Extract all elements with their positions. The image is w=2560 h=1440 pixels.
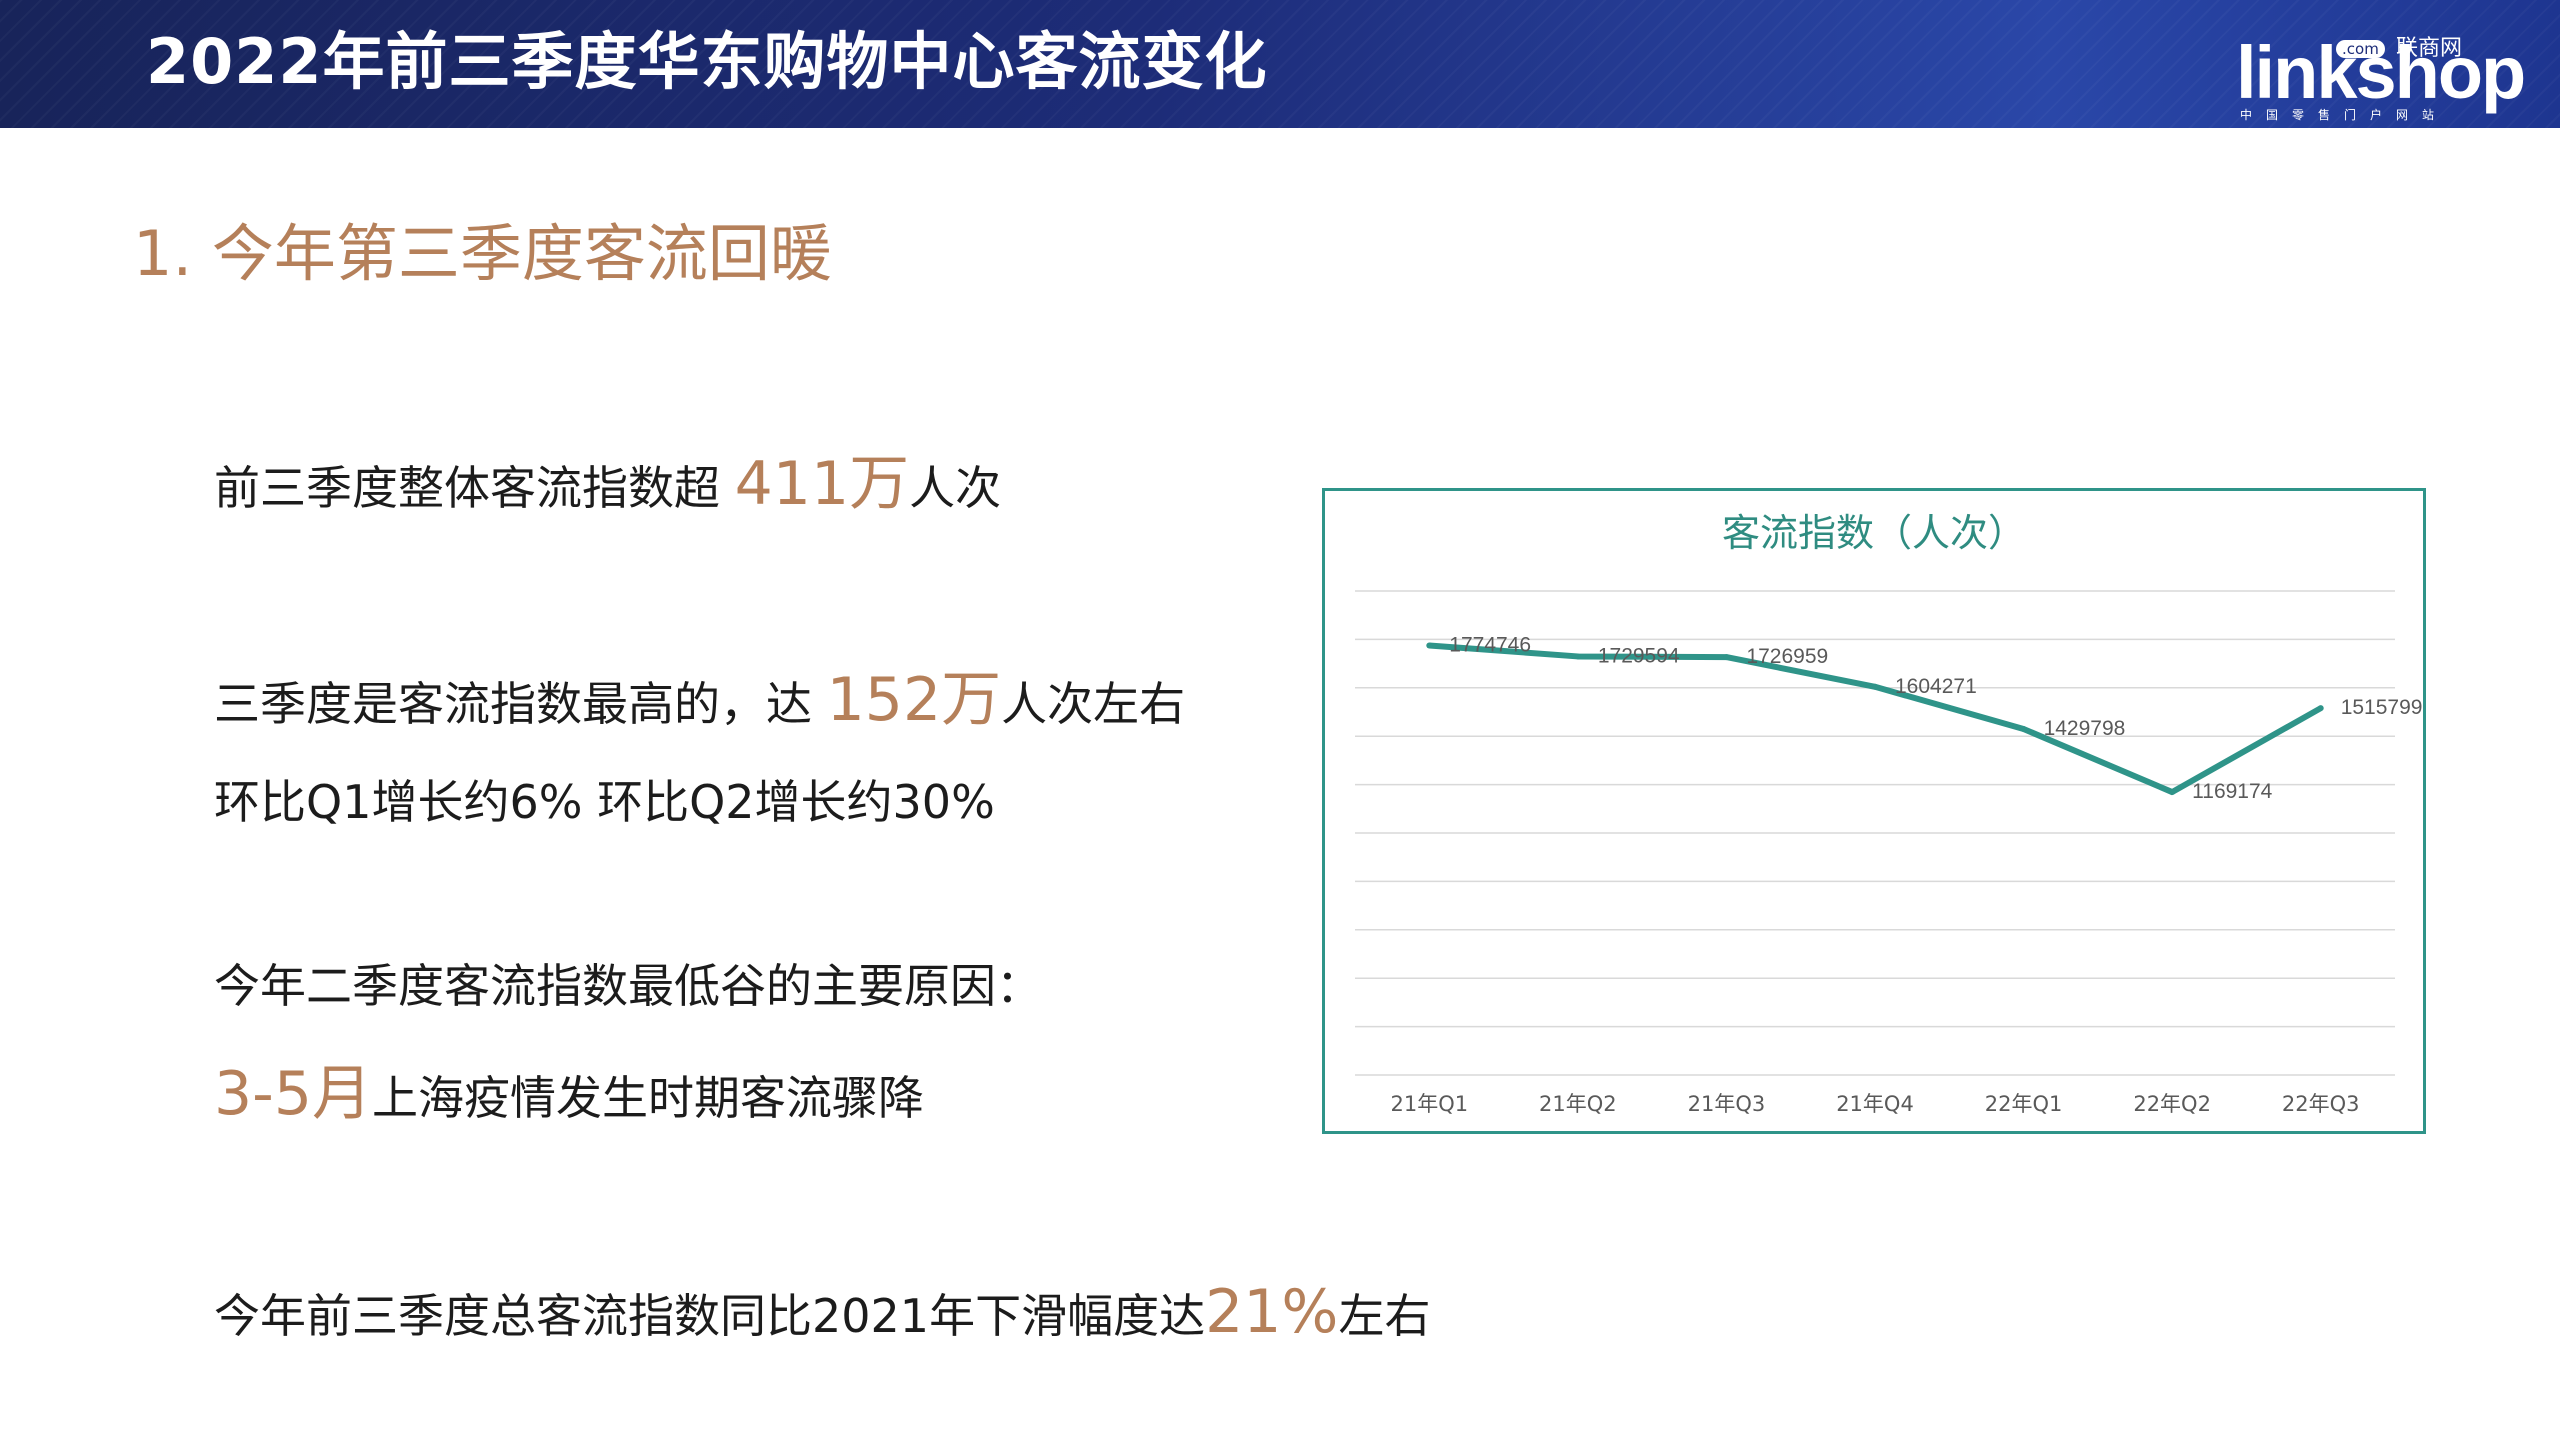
data-label: 1169174 — [2192, 780, 2273, 803]
line-1-highlight: 411万 — [734, 449, 910, 519]
text-line-3: 环比Q1增长约6% 环比Q2增长约30% — [214, 770, 995, 834]
data-label: 1515799 — [2341, 696, 2423, 719]
text-line-6: 今年前三季度总客流指数同比2021年下滑幅度达21%左右 — [214, 1280, 1430, 1348]
x-tick-label: 22年Q3 — [2282, 1092, 2360, 1116]
header-banner: 2022年前三季度华东购物中心客流变化 linkshop .com 联商网 中国… — [0, 0, 2560, 128]
logo-badge: .com — [2336, 40, 2385, 58]
line-6-pre: 今年前三季度总客流指数同比2021年下滑幅度达 — [214, 1289, 1206, 1343]
text-line-1: 前三季度整体客流指数超 411万人次 — [214, 452, 1001, 520]
data-point — [2020, 725, 2027, 732]
line-6-post: 左右 — [1338, 1289, 1431, 1343]
x-tick-label: 21年Q2 — [1539, 1092, 1617, 1116]
data-label: 1774746 — [1449, 634, 1531, 657]
x-tick-label: 22年Q2 — [2133, 1092, 2211, 1116]
data-label: 1729594 — [1598, 644, 1680, 667]
data-label: 1726959 — [1746, 645, 1828, 668]
line-4-pre: 今年二季度客流指数最低谷的主要原因： — [214, 959, 1042, 1013]
text-line-2: 三季度是客流指数最高的，达 152万人次左右 — [214, 668, 1185, 736]
data-point — [1574, 653, 1581, 660]
line-2-highlight: 152万 — [826, 665, 1002, 735]
chart-title: 客流指数（人次） — [1721, 511, 2026, 555]
line-5-post: 上海疫情发生时期客流骤降 — [372, 1071, 924, 1125]
data-point — [1426, 642, 1433, 649]
line-1-pre: 前三季度整体客流指数超 — [214, 461, 735, 515]
x-tick-label: 21年Q3 — [1688, 1092, 1766, 1116]
text-line-5: 3-5月上海疫情发生时期客流骤降 — [214, 1062, 924, 1130]
line-chart: 1774746 1729594 1726959 1604271 1429798 11691… — [1355, 590, 2423, 1116]
page-title: 2022年前三季度华东购物中心客流变化 — [146, 25, 1268, 98]
text-line-4: 今年二季度客流指数最低谷的主要原因： — [214, 954, 1042, 1018]
data-point — [2317, 705, 2324, 712]
logo-subtitle: 中国零售门户网站 — [2240, 108, 2449, 122]
line-2-pre: 三季度是客流指数最高的，达 — [214, 677, 827, 731]
x-tick-label: 21年Q4 — [1836, 1092, 1914, 1116]
data-point — [2169, 789, 2176, 796]
line-3-pre: 环比Q1增长约6% 环比Q2增长约30% — [214, 775, 995, 829]
data-point — [1872, 683, 1878, 690]
logo-cn-text: 联商网 — [2396, 36, 2463, 61]
line-5-highlight: 3-5月 — [214, 1059, 372, 1129]
line-2-post: 人次左右 — [1001, 677, 1186, 731]
line-1-post: 人次 — [909, 461, 1002, 515]
linkshop-logo: linkshop .com 联商网 中国零售门户网站 — [2236, 32, 2526, 124]
x-tick-label: 21年Q1 — [1390, 1092, 1468, 1116]
data-label: 1429798 — [2044, 717, 2126, 740]
chart-frame: 客流指数（人次） 1774746 1729594 1726959 1604271 142… — [1322, 488, 2426, 1134]
x-tick-label: 22年Q1 — [1985, 1092, 2063, 1116]
data-point — [1723, 654, 1730, 661]
series-line — [1429, 642, 2323, 796]
section-heading: 1. 今年第三季度客流回暖 — [133, 217, 832, 290]
line-6-highlight: 21% — [1205, 1277, 1339, 1347]
data-label: 1604271 — [1895, 675, 1977, 698]
